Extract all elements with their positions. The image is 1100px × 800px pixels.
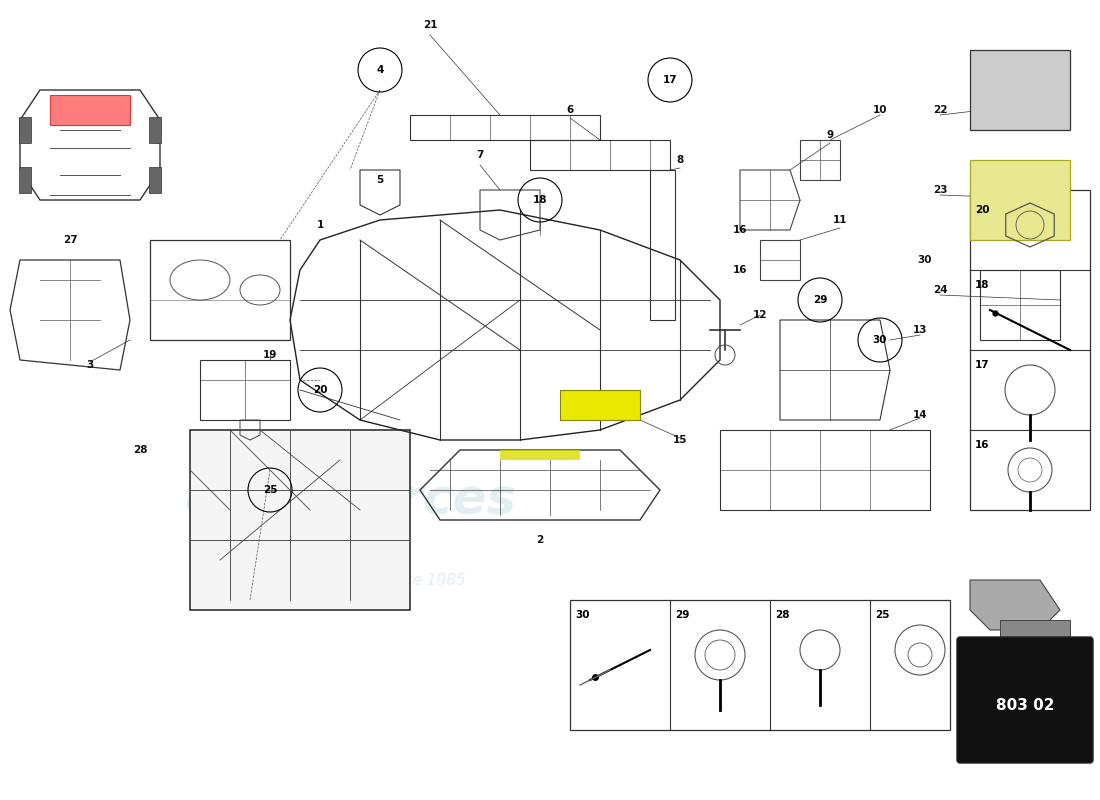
Text: 13: 13 <box>913 325 927 335</box>
Text: 29: 29 <box>675 610 690 620</box>
Bar <box>650 170 675 320</box>
Text: 16: 16 <box>733 265 747 275</box>
Text: 24: 24 <box>933 285 947 295</box>
Text: 25: 25 <box>263 485 277 495</box>
Text: 30: 30 <box>917 255 933 265</box>
Polygon shape <box>50 95 130 125</box>
Text: 29: 29 <box>813 295 827 305</box>
Bar <box>148 117 161 143</box>
Text: 21: 21 <box>422 20 438 30</box>
Text: 803 02: 803 02 <box>996 698 1054 713</box>
Text: 22: 22 <box>933 105 947 115</box>
Bar <box>970 50 1070 130</box>
Polygon shape <box>500 450 580 460</box>
Bar <box>970 190 1090 510</box>
Text: 12: 12 <box>752 310 768 320</box>
Text: 4: 4 <box>376 65 384 75</box>
Text: 19: 19 <box>263 350 277 360</box>
Text: 7: 7 <box>476 150 484 160</box>
Text: 14: 14 <box>913 410 927 420</box>
Bar <box>560 390 640 420</box>
Bar <box>970 160 1070 240</box>
Text: 16: 16 <box>733 225 747 235</box>
Text: 1: 1 <box>317 220 323 230</box>
Text: 30: 30 <box>575 610 590 620</box>
Text: 3: 3 <box>87 360 94 370</box>
Bar <box>148 167 161 193</box>
Text: 17: 17 <box>975 360 990 370</box>
Text: 5: 5 <box>376 175 384 185</box>
Text: a passion for parts since 1985: a passion for parts since 1985 <box>234 573 465 587</box>
Bar <box>19 167 31 193</box>
Polygon shape <box>1000 620 1070 640</box>
Text: 6: 6 <box>566 105 573 115</box>
Text: 11: 11 <box>833 215 847 225</box>
Bar <box>570 600 950 730</box>
Text: 8: 8 <box>676 155 683 165</box>
Text: 15: 15 <box>673 435 688 445</box>
Text: 25: 25 <box>874 610 890 620</box>
Polygon shape <box>970 580 1060 630</box>
Bar <box>530 140 670 170</box>
Text: 2: 2 <box>537 535 543 545</box>
Text: 27: 27 <box>63 235 77 245</box>
FancyBboxPatch shape <box>957 637 1093 763</box>
Text: 18: 18 <box>532 195 548 205</box>
Bar <box>190 430 410 610</box>
Text: 17: 17 <box>662 75 678 85</box>
Text: 23: 23 <box>933 185 947 195</box>
Text: 16: 16 <box>975 440 990 450</box>
Text: europ@rces: europ@rces <box>184 476 516 524</box>
Text: 9: 9 <box>826 130 834 140</box>
Text: 20: 20 <box>975 205 990 215</box>
Bar <box>19 117 31 143</box>
Text: 10: 10 <box>872 105 888 115</box>
Text: 30: 30 <box>872 335 888 345</box>
Text: 28: 28 <box>776 610 790 620</box>
Bar <box>980 270 1060 340</box>
Text: 28: 28 <box>133 445 147 455</box>
Text: 18: 18 <box>975 280 990 290</box>
Bar <box>410 115 600 140</box>
Text: 20: 20 <box>312 385 328 395</box>
